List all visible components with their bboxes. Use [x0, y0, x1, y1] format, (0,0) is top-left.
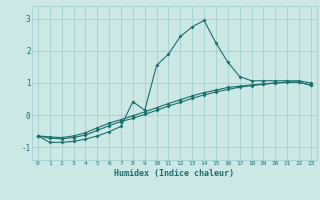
- X-axis label: Humidex (Indice chaleur): Humidex (Indice chaleur): [115, 169, 234, 178]
